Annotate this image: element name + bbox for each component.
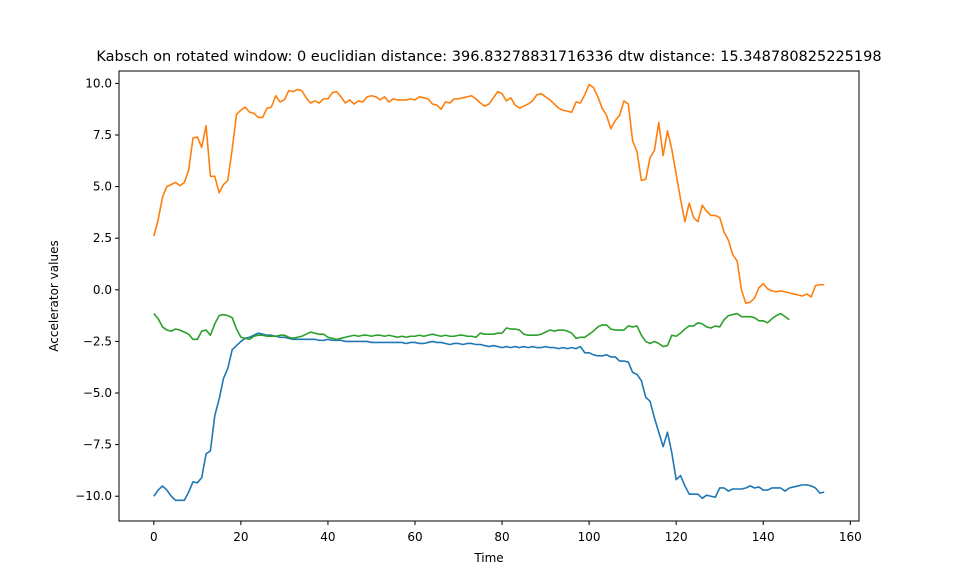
x-tick-label: 0 [150,530,158,544]
plot-area: 0 20 40 60 80 100 120 140 160 −10.0 −7.5 −5.0 −2.5 0… [75,70,862,544]
series-line-y [153,83,825,305]
y-tick-label: 0.0 [93,283,112,297]
x-tick-label: 120 [665,530,688,544]
x-axis-label: Time [473,551,503,565]
x-tick-label: 80 [494,530,509,544]
y-axis: −10.0 −7.5 −5.0 −2.5 0.0 2.5 5.0 7.5 10.0 [75,76,119,503]
axes-frame [118,70,860,522]
x-tick-label: 60 [407,530,422,544]
series-line-z [153,312,790,348]
y-tick-label: −10.0 [75,489,112,503]
x-tick-label: 100 [578,530,601,544]
chart-title: Kabsch on rotated window: 0 euclidian di… [96,49,881,65]
y-tick-label: −7.5 [83,438,112,452]
series-layer [153,83,825,502]
x-tick-label: 140 [752,530,775,544]
y-tick-label: 7.5 [93,128,112,142]
x-axis: 0 20 40 60 80 100 120 140 160 [150,521,862,544]
x-tick-label: 160 [839,530,862,544]
y-tick-label: 2.5 [93,231,112,245]
series-line-x [153,332,825,502]
plot-background [119,71,859,521]
y-tick-label: −2.5 [83,334,112,348]
y-tick-label: −5.0 [83,386,112,400]
y-tick-label: 10.0 [85,76,112,90]
x-tick-label: 20 [233,530,248,544]
y-axis-label: Accelerator values [47,240,61,351]
x-tick-label: 40 [320,530,335,544]
y-tick-label: 5.0 [93,180,112,194]
